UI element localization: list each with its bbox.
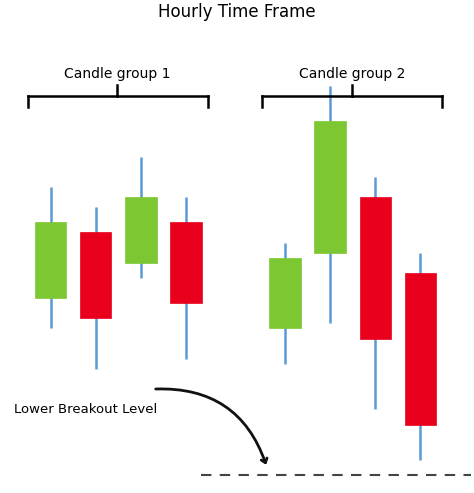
Bar bbox=[35, 222, 66, 298]
Bar bbox=[125, 197, 156, 263]
Text: Candle group 1: Candle group 1 bbox=[64, 67, 170, 81]
Bar bbox=[314, 121, 346, 252]
Bar bbox=[80, 232, 111, 318]
Bar bbox=[404, 273, 436, 424]
Bar bbox=[269, 258, 301, 328]
Text: Candle group 2: Candle group 2 bbox=[299, 67, 405, 81]
Title: Hourly Time Frame: Hourly Time Frame bbox=[158, 3, 316, 21]
Text: Lower Breakout Level: Lower Breakout Level bbox=[14, 403, 157, 416]
Bar bbox=[359, 197, 391, 339]
Bar bbox=[170, 222, 201, 303]
